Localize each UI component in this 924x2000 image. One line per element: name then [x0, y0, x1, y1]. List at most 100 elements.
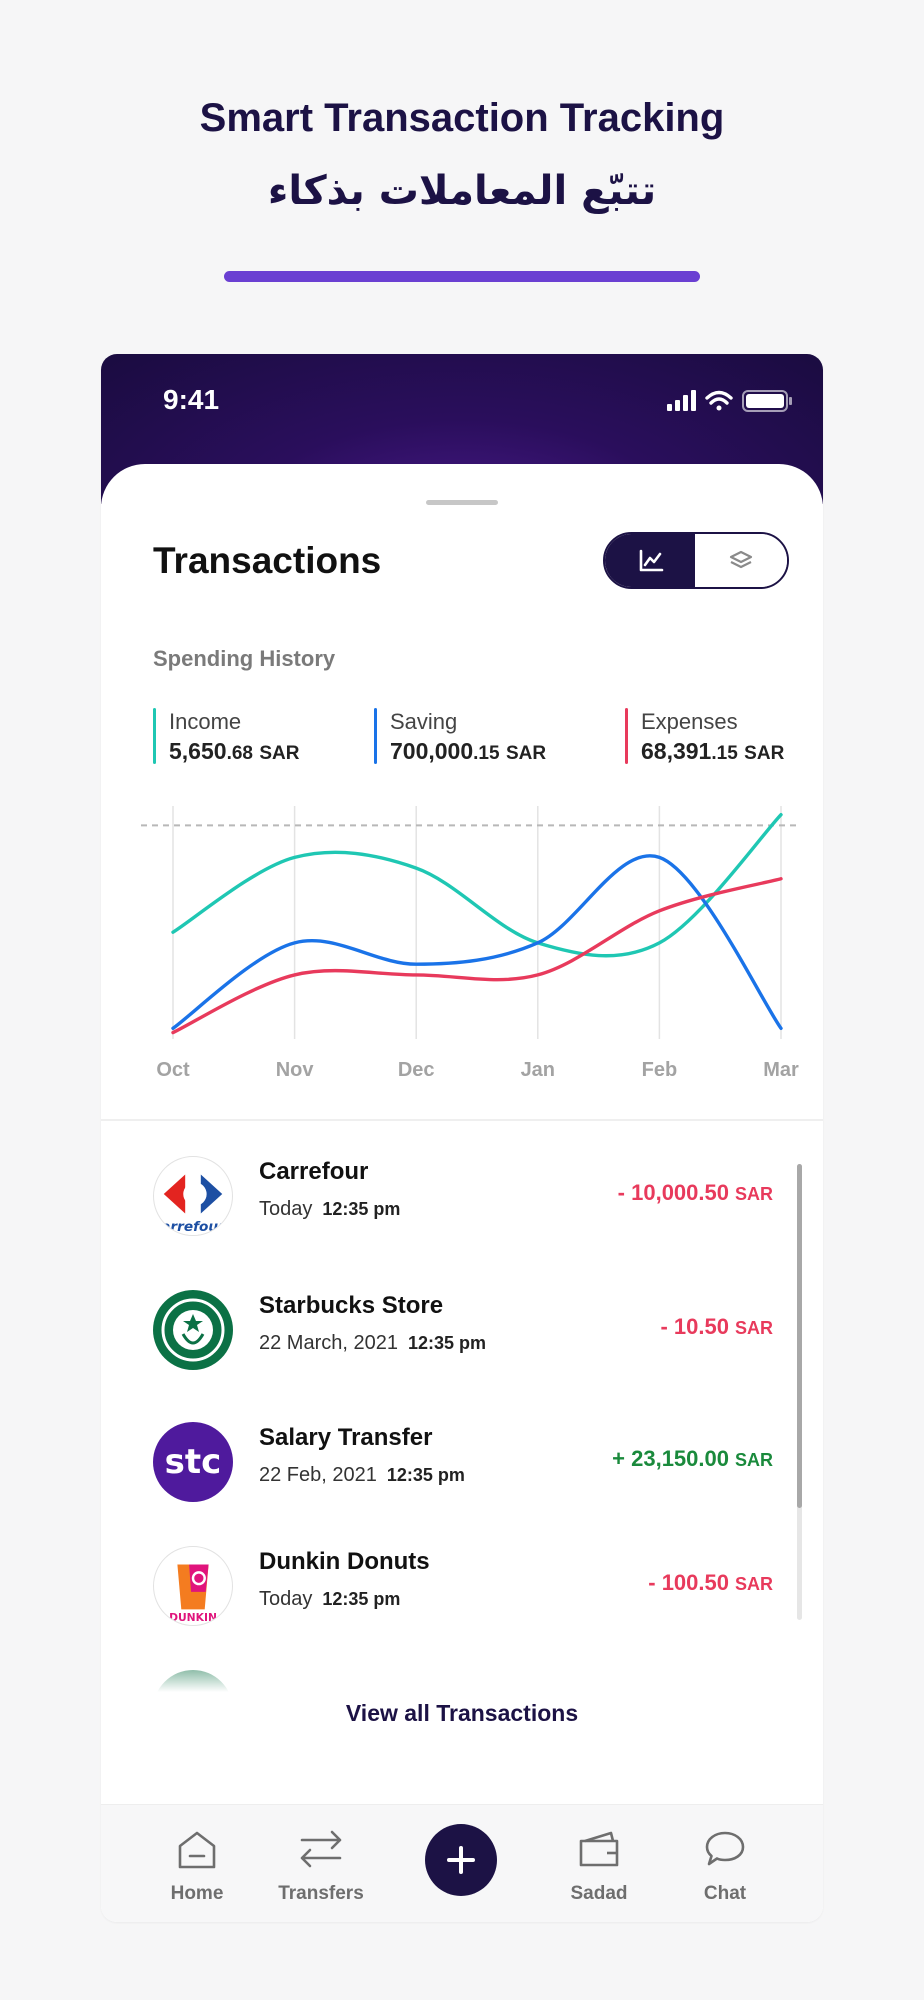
- carrefour-logo: arrefour: [153, 1156, 233, 1236]
- section-divider: [101, 1119, 823, 1121]
- stat-expenses: Expenses 68,391.15 SAR: [625, 708, 784, 766]
- date-text: Today: [259, 1588, 313, 1610]
- transaction-date: 22 March, 2021 12:35 pm: [259, 1332, 486, 1355]
- amount-value: 10.50: [673, 1314, 729, 1339]
- plus-icon: [447, 1846, 475, 1874]
- amount-currency: SAR: [734, 1184, 773, 1204]
- stat-currency: SAR: [744, 743, 785, 764]
- stat-label: Saving: [390, 709, 458, 734]
- tab-home[interactable]: Home: [137, 1819, 257, 1905]
- time-text: 12:35 pm: [386, 1465, 465, 1485]
- wifi-icon: [705, 390, 733, 411]
- status-icons: [667, 390, 792, 412]
- stat-decimal: .15: [473, 743, 500, 764]
- time-text: 12:35 pm: [322, 1589, 401, 1609]
- amount-currency: SAR: [734, 1450, 773, 1470]
- stat-color-bar: [374, 708, 377, 764]
- amount-value: 23,150.00: [631, 1446, 729, 1471]
- wallet-icon: [579, 1831, 619, 1867]
- chart-icon: [639, 549, 664, 571]
- stat-decimal: .15: [711, 743, 738, 764]
- transaction-row[interactable]: Starbucks Store 22 March, 2021 12:35 pm -…: [153, 1290, 773, 1370]
- transaction-row[interactable]: arrefour Carrefour Today 12:35 pm - 10,00…: [153, 1156, 773, 1236]
- transaction-date: Today 12:35 pm: [259, 1198, 400, 1221]
- battery-icon: [742, 390, 792, 412]
- date-text: Today: [259, 1198, 313, 1220]
- stat-currency: SAR: [259, 743, 300, 764]
- x-tick-label: Jan: [521, 1059, 555, 1081]
- tab-label: Chat: [703, 1883, 747, 1904]
- tab-label: Home: [170, 1883, 224, 1904]
- stc-logo: stc: [153, 1422, 233, 1502]
- page-title: Transactions: [153, 540, 382, 581]
- chat-icon: [705, 1831, 745, 1866]
- date-text: 22 March, 2021: [259, 1332, 398, 1354]
- tab-transfers[interactable]: Transfers: [261, 1819, 381, 1905]
- x-tick-label: Dec: [398, 1059, 435, 1081]
- amount-currency: SAR: [734, 1318, 773, 1338]
- stat-decimal: .68: [226, 743, 253, 764]
- svg-text:stc: stc: [165, 1442, 222, 1482]
- stat-value: 700,000.15 SAR: [390, 736, 546, 769]
- transaction-date: Today 12:35 pm: [259, 1588, 400, 1611]
- transfers-icon: [300, 1830, 342, 1868]
- merchant-name: Carrefour: [259, 1158, 369, 1185]
- amount-value: 10,000.50: [631, 1180, 729, 1205]
- transaction-row[interactable]: DUNKIN Dunkin Donuts Today 12:35 pm - 100…: [153, 1546, 773, 1626]
- stat-label: Expenses: [641, 709, 738, 734]
- hero-title: Smart Transaction Tracking: [199, 96, 725, 140]
- list-fade: [101, 1644, 823, 1704]
- merchant-name: Salary Transfer: [259, 1424, 433, 1451]
- merchant-name: Dunkin Donuts: [259, 1548, 430, 1575]
- spending-history-chart: Oct Nov Dec Jan Feb Mar: [141, 806, 801, 1081]
- stat-income: Income 5,650.68 SAR: [153, 708, 300, 766]
- stat-currency: SAR: [505, 743, 547, 764]
- stat-value: 5,650.68 SAR: [169, 736, 300, 769]
- transactions-sheet: Transactions Spending History Income 5,6…: [101, 464, 823, 1922]
- stat-color-bar: [625, 708, 628, 764]
- stat-value: 68,391.15 SAR: [641, 736, 784, 769]
- time-text: 12:35 pm: [407, 1333, 487, 1353]
- chart-view-button[interactable]: [605, 534, 697, 587]
- amount-sign: +: [612, 1446, 632, 1471]
- amount-value: 100.50: [661, 1570, 729, 1595]
- transaction-date: 22 Feb, 2021 12:35 pm: [259, 1464, 465, 1487]
- transaction-amount: + 23,150.00 SAR: [612, 1446, 773, 1472]
- section-label: Spending History: [153, 646, 336, 671]
- stat-label: Income: [169, 709, 242, 734]
- hero-accent-bar: [224, 271, 700, 282]
- transaction-amount: - 100.50 SAR: [648, 1570, 773, 1596]
- amount-sign: -: [617, 1180, 632, 1205]
- view-toggle: [603, 532, 789, 589]
- home-icon: [178, 1831, 216, 1869]
- add-button[interactable]: [425, 1824, 497, 1896]
- scrollbar-thumb[interactable]: [797, 1164, 802, 1508]
- x-tick-label: Feb: [642, 1059, 678, 1081]
- stat-integer: 700,000: [390, 738, 474, 764]
- transaction-amount: - 10.50 SAR: [660, 1314, 773, 1340]
- phone-screen: 9:41 Transactions: [101, 354, 823, 1922]
- svg-text:arrefour: arrefour: [161, 1219, 226, 1235]
- view-all-transactions-link[interactable]: View all Transactions: [345, 1700, 579, 1726]
- series-line-expenses: [171, 877, 783, 1035]
- transaction-row[interactable]: stc Salary Transfer 22 Feb, 2021 12:35 pm…: [153, 1422, 773, 1502]
- date-text: 22 Feb, 2021: [259, 1464, 377, 1486]
- tab-sadad[interactable]: Sadad: [539, 1819, 659, 1905]
- tab-label: Transfers: [278, 1883, 364, 1904]
- time-text: 12:35 pm: [322, 1199, 401, 1219]
- tab-chat[interactable]: Chat: [665, 1819, 785, 1905]
- series-line-income: [171, 812, 783, 958]
- list-view-button[interactable]: [695, 534, 787, 587]
- dunkin-logo: DUNKIN: [153, 1546, 233, 1626]
- series-line-saving: [171, 854, 783, 1031]
- bottom-tab-bar: Home Transfers: [101, 1804, 823, 1922]
- sheet-drag-handle[interactable]: [426, 500, 498, 505]
- svg-text:DUNKIN: DUNKIN: [169, 1611, 217, 1624]
- stat-saving: Saving 700,000.15 SAR: [374, 708, 546, 766]
- merchant-name: Starbucks Store: [259, 1292, 444, 1319]
- stat-integer: 68,391: [641, 738, 712, 764]
- layers-icon: [729, 550, 753, 568]
- transaction-amount: - 10,000.50 SAR: [618, 1180, 773, 1206]
- hero-subtitle: تتبّع المعاملات بذكاء: [267, 168, 657, 214]
- starbucks-logo: [153, 1290, 233, 1370]
